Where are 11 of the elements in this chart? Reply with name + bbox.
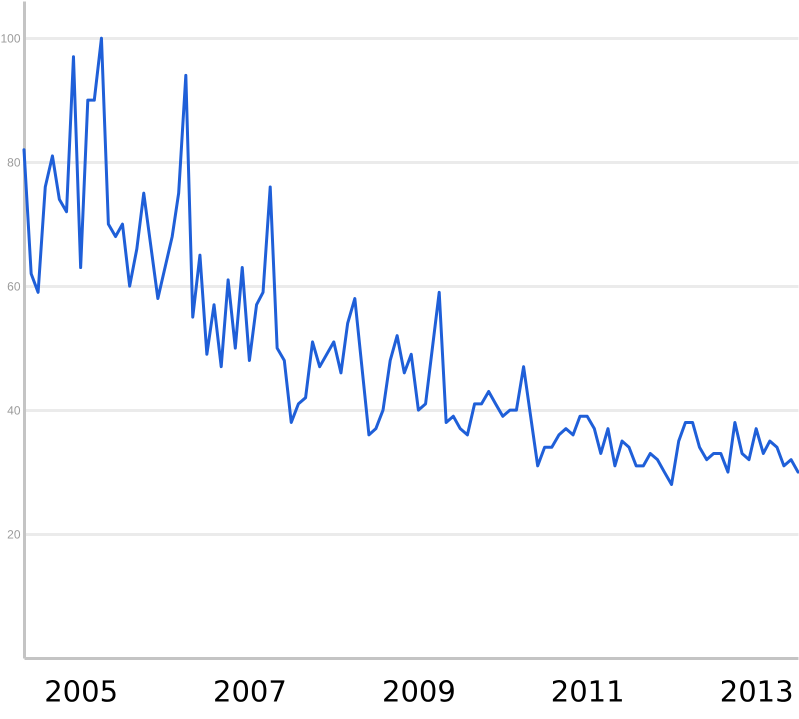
line-series: [22, 36, 799, 486]
y-tick-label: 80: [7, 156, 21, 170]
y-tick-label: 40: [7, 404, 21, 418]
x-tick-label: 2009: [382, 674, 456, 708]
y-tick-label: 60: [7, 280, 21, 294]
x-tick-label: 2007: [212, 674, 287, 708]
y-tick-label: 100: [0, 32, 21, 46]
x-tick-label: 2013: [720, 674, 794, 708]
x-tick-label: 2005: [44, 674, 118, 708]
x-tick-label: 2011: [550, 674, 625, 708]
y-tick-label: 20: [7, 528, 21, 542]
